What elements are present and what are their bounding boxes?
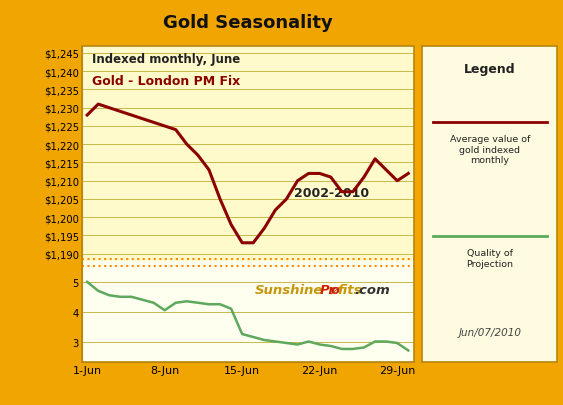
- Text: Legend: Legend: [464, 62, 516, 75]
- Text: ø: ø: [330, 283, 339, 296]
- Text: Jun/07/2010: Jun/07/2010: [458, 327, 521, 337]
- Text: Average value of
gold indexed
monthly: Average value of gold indexed monthly: [450, 135, 530, 165]
- Text: .com: .com: [355, 283, 390, 296]
- Text: Sunshine: Sunshine: [254, 283, 323, 296]
- Text: Gold - London PM Fix: Gold - London PM Fix: [92, 75, 240, 87]
- Text: 2002-2010: 2002-2010: [294, 186, 369, 199]
- Text: Gold Seasonality: Gold Seasonality: [163, 14, 333, 32]
- Text: Indexed monthly, June: Indexed monthly, June: [92, 53, 240, 66]
- Text: Quality of
Projection: Quality of Projection: [466, 249, 513, 268]
- Text: Pr: Pr: [320, 283, 336, 296]
- Text: fits: fits: [337, 283, 362, 296]
